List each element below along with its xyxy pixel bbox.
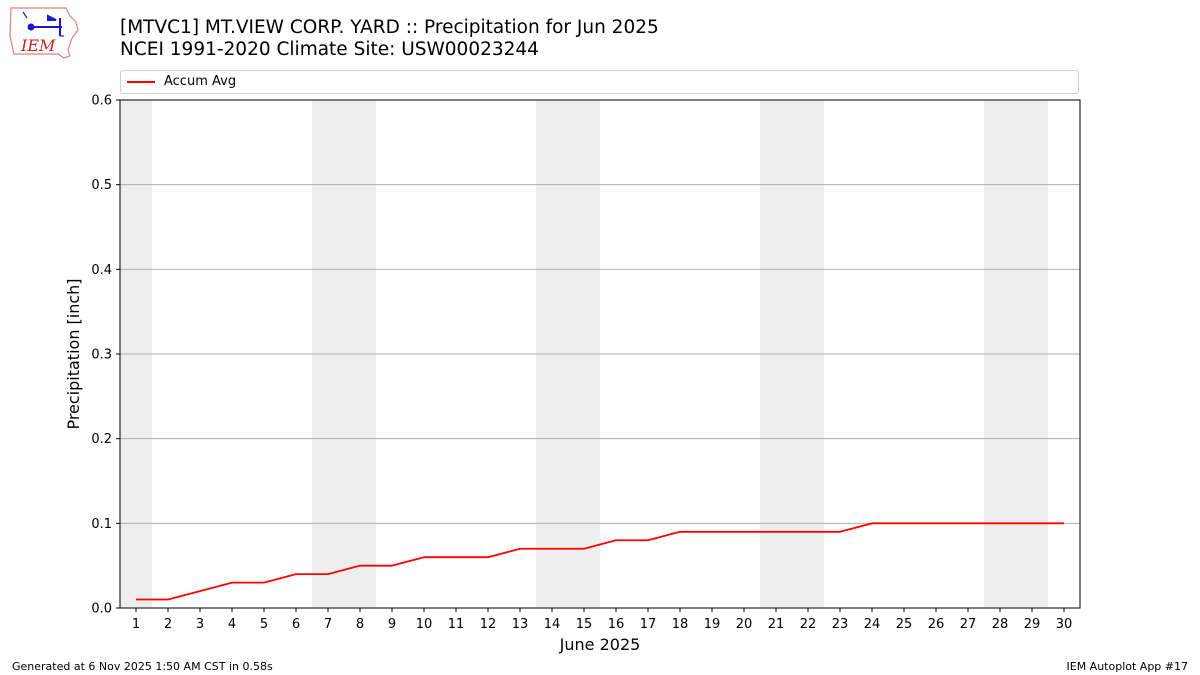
x-tick-label: 18 <box>672 617 689 632</box>
generated-timestamp: Generated at 6 Nov 2025 1:50 AM CST in 0… <box>12 660 273 673</box>
x-tick-label: 22 <box>800 617 817 632</box>
x-tick-label: 23 <box>832 617 849 632</box>
x-tick-label: 12 <box>480 617 497 632</box>
y-tick-label: 0.2 <box>91 432 112 447</box>
y-axis-label: Precipitation [inch] <box>64 278 83 429</box>
y-tick-label: 0.5 <box>91 178 112 193</box>
chart-title: [MTVC1] MT.VIEW CORP. YARD :: Precipitat… <box>120 17 659 38</box>
x-tick-label: 10 <box>416 617 433 632</box>
y-tick-label: 0.3 <box>91 348 112 363</box>
x-tick-label: 30 <box>1056 617 1073 632</box>
x-tick-label: 13 <box>512 617 529 632</box>
x-tick-label: 25 <box>896 617 913 632</box>
y-tick-label: 0.4 <box>91 263 112 278</box>
x-tick-label: 5 <box>260 617 268 632</box>
x-tick-label: 3 <box>196 617 204 632</box>
legend-label-accum-avg: Accum Avg <box>164 74 237 89</box>
x-tick-label: 8 <box>356 617 364 632</box>
axes-frame <box>119 99 1081 609</box>
x-tick-label: 27 <box>960 617 977 632</box>
x-tick-label: 11 <box>448 617 465 632</box>
x-tick-label: 4 <box>228 617 236 632</box>
x-tick-label: 19 <box>704 617 721 632</box>
app-credit: IEM Autoplot App #17 <box>1066 660 1189 673</box>
x-tick-label: 7 <box>324 617 332 632</box>
x-tick-label: 6 <box>292 617 300 632</box>
x-tick-label: 9 <box>388 617 396 632</box>
x-axis-label: June 2025 <box>559 635 641 654</box>
x-tick-label: 2 <box>164 617 172 632</box>
legend: Accum Avg <box>120 70 1079 94</box>
x-tick-label: 21 <box>768 617 785 632</box>
y-tick-label: 0.1 <box>91 517 112 532</box>
y-tick-label: 0.0 <box>91 602 112 617</box>
iem-logo: IEM <box>9 7 79 59</box>
x-tick-label: 14 <box>544 617 561 632</box>
x-tick-label: 1 <box>132 617 140 632</box>
x-tick-label: 26 <box>928 617 945 632</box>
x-tick-label: 24 <box>864 617 881 632</box>
x-tick-label: 28 <box>992 617 1009 632</box>
x-tick-label: 20 <box>736 617 753 632</box>
chart-subtitle: NCEI 1991-2020 Climate Site: USW00023244 <box>120 39 539 60</box>
x-tick-label: 29 <box>1024 617 1041 632</box>
x-tick-label: 16 <box>608 617 625 632</box>
x-tick-label: 17 <box>640 617 657 632</box>
series-line-accum-avg <box>136 522 1064 601</box>
weather-instrument-icon <box>22 11 64 37</box>
logo-text: IEM <box>20 36 56 55</box>
y-tick-label: 0.6 <box>91 94 112 109</box>
legend-swatch-accum-avg <box>127 81 155 83</box>
x-tick-label: 15 <box>576 617 593 632</box>
